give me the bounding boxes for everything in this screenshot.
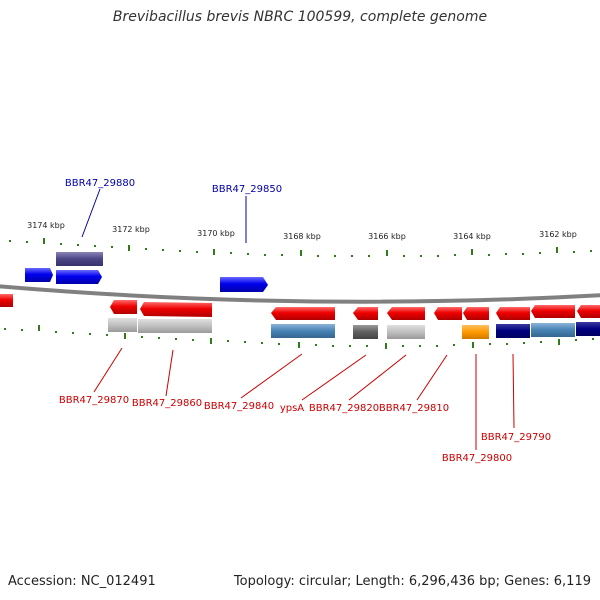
gene-label-bbr47-29800[interactable]: BBR47_29800: [442, 453, 512, 464]
accession-text: Accession: NC_012491: [8, 574, 156, 589]
scale-label-3166: 3166 kbp: [368, 232, 406, 241]
gene-label-bbr47-29870[interactable]: BBR47_29870: [59, 395, 129, 406]
scale-label-3172: 3172 kbp: [112, 225, 150, 234]
genome-backbone: [0, 284, 600, 304]
reverse-gene-arrow[interactable]: [531, 305, 575, 318]
reverse-cds-bar[interactable]: [108, 318, 137, 332]
genome-summary-text: Topology: circular; Length: 6,296,436 bp…: [233, 574, 591, 589]
scale-label-3174: 3174 kbp: [27, 221, 65, 230]
reverse-cds-bar[interactable]: [576, 322, 600, 336]
reverse-gene-arrow[interactable]: [463, 307, 489, 320]
forward-gene-arrow[interactable]: [220, 277, 268, 292]
reverse-cds-bar[interactable]: [387, 325, 425, 339]
reverse-cds-bar[interactable]: [138, 319, 212, 333]
reverse-gene-arrow[interactable]: [110, 300, 137, 314]
scale-label-3170: 3170 kbp: [197, 229, 235, 238]
lower-scale-ticks: [4, 325, 594, 349]
scale-label-3162: 3162 kbp: [539, 230, 577, 239]
reverse-cds-bar[interactable]: [271, 324, 335, 338]
reverse-cds-bar[interactable]: [353, 325, 378, 339]
forward-genes: [25, 252, 268, 292]
scale-label-3168: 3168 kbp: [283, 232, 321, 241]
reverse-gene-arrow[interactable]: [434, 307, 462, 320]
reverse-gene-arrow[interactable]: [0, 294, 13, 307]
reverse-gene-arrow[interactable]: [353, 307, 378, 320]
reverse-cds-bar[interactable]: [496, 324, 530, 338]
map-title: Brevibacillus brevis NBRC 100599, comple…: [112, 9, 488, 25]
forward-leaders: [81, 188, 247, 243]
gene-label-bbr47-29850[interactable]: BBR47_29850: [212, 184, 282, 195]
reverse-leaders: [93, 347, 515, 450]
gene-label-bbr47-29810[interactable]: BBR47_29810: [379, 403, 449, 414]
gene-label-bbr47-29790[interactable]: BBR47_29790: [481, 432, 551, 443]
gene-label-bbr47-29840[interactable]: BBR47_29840: [204, 401, 274, 412]
reverse-gene-arrow[interactable]: [577, 305, 600, 318]
reverse-gene-arrow[interactable]: [140, 302, 212, 317]
gene-label-bbr47-29820[interactable]: BBR47_29820: [309, 403, 379, 414]
gene-label-ypsa[interactable]: ypsA: [280, 403, 304, 414]
scale-label-3164: 3164 kbp: [453, 232, 491, 241]
reverse-genes: [0, 294, 600, 339]
forward-gene-arrow[interactable]: [25, 268, 53, 282]
reverse-cds-bar[interactable]: [462, 325, 489, 339]
upper-scale-ticks: [9, 238, 592, 257]
gene-label-bbr47-29860[interactable]: BBR47_29860: [132, 398, 202, 409]
gene-label-bbr47-29880[interactable]: BBR47_29880: [65, 178, 135, 189]
reverse-cds-bar[interactable]: [531, 323, 575, 337]
reverse-gene-arrow[interactable]: [387, 307, 425, 320]
reverse-gene-arrow[interactable]: [496, 307, 530, 320]
forward-cds-bar[interactable]: [56, 252, 103, 266]
reverse-gene-arrow[interactable]: [271, 307, 335, 320]
forward-gene-arrow[interactable]: [56, 270, 102, 284]
